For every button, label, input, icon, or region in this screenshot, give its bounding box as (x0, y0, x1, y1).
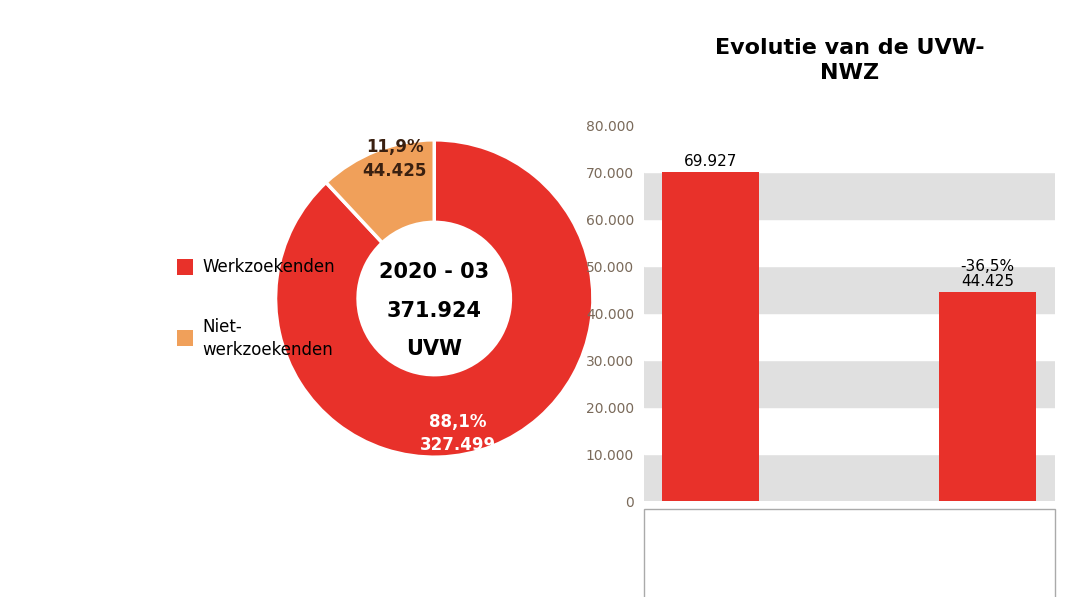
Text: UVW: UVW (406, 339, 462, 359)
FancyBboxPatch shape (644, 509, 1055, 597)
Text: 88,1%
327.499: 88,1% 327.499 (420, 413, 497, 454)
Bar (644, 172, 1055, 219)
Text: 44.425: 44.425 (961, 273, 1014, 289)
Text: Niet-
werkzoekenden: Niet- werkzoekenden (202, 318, 333, 359)
Wedge shape (326, 140, 434, 243)
Bar (644, 219, 1055, 266)
Bar (662, 173, 760, 501)
Bar (644, 407, 1055, 454)
Bar (644, 266, 1055, 313)
Text: Werkzoekenden: Werkzoekenden (202, 258, 335, 276)
X-axis label: UVW-NWZ: UVW-NWZ (806, 567, 893, 585)
Title: Evolutie van de UVW-
NWZ: Evolutie van de UVW- NWZ (714, 38, 985, 83)
Text: 69.927: 69.927 (684, 153, 738, 169)
Text: 11,9%
44.425: 11,9% 44.425 (362, 138, 426, 180)
Bar (177, 330, 193, 346)
Bar (177, 259, 193, 275)
Text: 2020 - 03: 2020 - 03 (379, 261, 489, 282)
Wedge shape (276, 140, 593, 457)
Bar (644, 313, 1055, 361)
Bar (939, 293, 1037, 501)
Text: 371.924: 371.924 (386, 301, 481, 321)
Bar (644, 125, 1055, 172)
Text: -36,5%: -36,5% (961, 259, 1015, 273)
Bar (644, 361, 1055, 407)
Bar (644, 454, 1055, 501)
